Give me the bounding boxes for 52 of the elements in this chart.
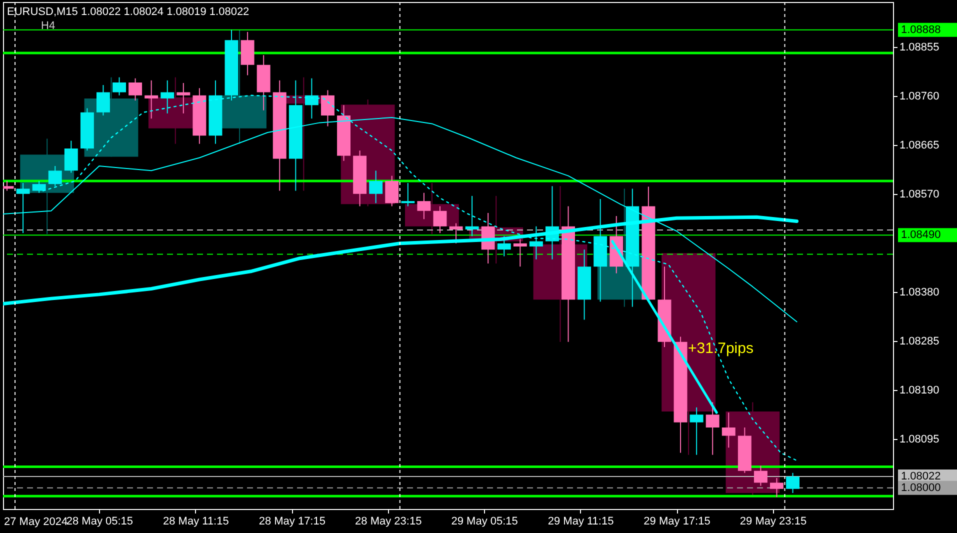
candlestick xyxy=(128,78,142,102)
y-tick-label: 1.08285 xyxy=(900,335,940,348)
chart-title: EURUSD,M15 1.08022 1.08024 1.08019 1.08022 xyxy=(7,6,250,18)
y-tick-label: 1.08760 xyxy=(900,90,940,102)
candlestick xyxy=(112,76,126,96)
y-tick-label: 1.08190 xyxy=(900,384,940,396)
y-tick-label: 1.08380 xyxy=(900,286,940,298)
ref-line-label: 1.08022 xyxy=(901,470,941,483)
candlestick xyxy=(497,236,511,257)
candlestick xyxy=(754,465,768,486)
candlestick xyxy=(690,406,704,456)
y-tick-label: 1.08095 xyxy=(900,433,940,446)
x-tick-label: 28 May 17:15 xyxy=(258,516,326,528)
candlestick xyxy=(722,412,736,448)
x-tick-label: 29 May 23:15 xyxy=(740,516,807,528)
text: 27 May 2024 xyxy=(4,516,68,528)
candlestick xyxy=(160,80,174,114)
candlestick xyxy=(417,192,431,220)
candlestick xyxy=(176,82,190,114)
x-tick-label: 28 May 05:15 xyxy=(66,516,134,528)
ref-line-label: 1.08888 xyxy=(901,24,941,36)
ref-line-label: 1.08490 xyxy=(901,229,941,242)
candlestick xyxy=(96,84,110,116)
candlestick xyxy=(32,180,46,194)
y-tick-label: 1.08665 xyxy=(900,139,940,152)
x-tick-label: 29 May 05:15 xyxy=(451,516,518,528)
candlestick xyxy=(513,238,527,268)
candlestick xyxy=(304,78,318,120)
candlestick xyxy=(529,226,543,260)
candlestick xyxy=(16,182,30,234)
y-tick-label: 1.08570 xyxy=(900,188,940,200)
y-tick-label: 1.08855 xyxy=(900,41,940,54)
candlestick xyxy=(48,166,62,187)
x-tick-label: 29 May 17:15 xyxy=(644,516,710,528)
candlestick xyxy=(64,140,78,174)
candlestick xyxy=(449,222,463,244)
ref-line-label: 1.08000 xyxy=(901,482,941,494)
candlestick xyxy=(320,90,334,127)
candlestick xyxy=(369,170,383,204)
x-tick-label: 28 May 23:15 xyxy=(355,516,422,528)
candlestick xyxy=(706,402,720,456)
annotation: +31.7pips xyxy=(688,340,754,357)
candlestick xyxy=(465,195,479,237)
candlestick xyxy=(385,175,399,207)
x-tick-label: 28 May 11:15 xyxy=(163,516,229,528)
candlestick xyxy=(770,478,784,498)
x-tick-label: 29 May 11:15 xyxy=(548,516,614,528)
candlestick xyxy=(433,206,447,234)
candlestick xyxy=(786,472,800,494)
candlestick xyxy=(144,80,158,120)
candlestick xyxy=(401,182,415,207)
annotation: H4 xyxy=(41,20,56,32)
